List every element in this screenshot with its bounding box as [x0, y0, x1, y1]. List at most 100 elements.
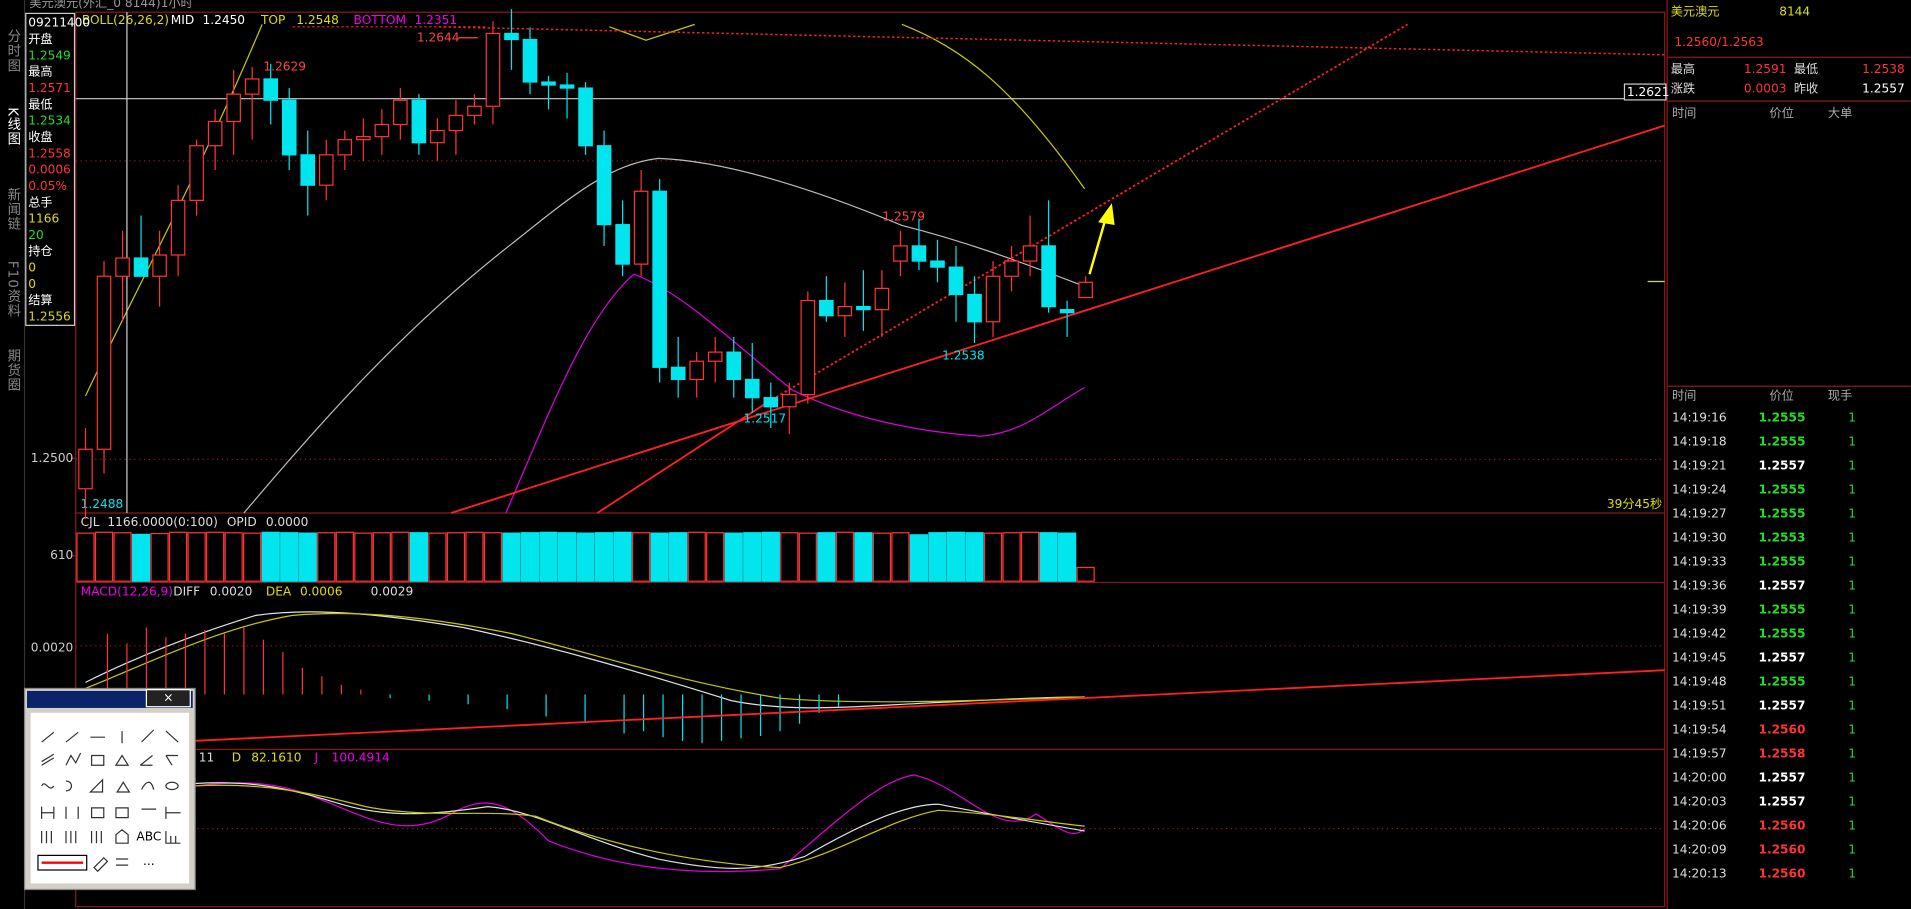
macd-hist-down	[389, 694, 840, 744]
trade-price: 1.2560	[1758, 723, 1805, 737]
candle-body	[226, 93, 241, 123]
candle-body	[281, 99, 297, 156]
volume-bar	[335, 531, 354, 582]
candle-body	[152, 254, 167, 277]
k-line	[195, 782, 1085, 869]
boll-value: 1.2548	[296, 13, 339, 27]
info-item: 1.2571	[28, 81, 71, 95]
opid-value: 0.0000	[266, 515, 309, 529]
candle-body	[411, 99, 427, 144]
price-tag-label: 1.2621	[1627, 85, 1670, 99]
info-item: 1.2534	[28, 114, 71, 128]
trade-time: 14:20:09	[1672, 843, 1727, 857]
volume-bar	[631, 532, 651, 582]
trade-qty: 1	[1848, 554, 1856, 568]
trend-line	[450, 124, 1665, 514]
field-label: 昨收	[1794, 81, 1818, 95]
candle-body	[819, 299, 834, 317]
trade-time: 14:19:51	[1672, 698, 1727, 712]
trade-qty: 1	[1848, 410, 1856, 424]
boll-label: BOTTOM	[354, 13, 406, 27]
candle-body	[911, 245, 927, 262]
info-item: 20	[28, 228, 44, 242]
dea-line	[85, 612, 1085, 703]
trade-qty: 1	[1848, 795, 1856, 809]
candle-body	[430, 129, 445, 144]
volume-bar	[372, 532, 391, 582]
macd-label: MACD(12,26,9)	[81, 585, 173, 599]
side-tab[interactable]: 期货圈	[4, 348, 21, 392]
candle-body	[207, 120, 223, 147]
candle-body	[115, 257, 130, 277]
opid-label: OPID	[227, 515, 257, 529]
volume-bar	[613, 531, 632, 582]
volume-bar	[928, 532, 947, 582]
toolbar-close[interactable]	[145, 689, 191, 708]
tool-icons[interactable]	[41, 729, 181, 873]
volume-bar	[280, 532, 299, 582]
side-tab[interactable]: 分时图	[4, 29, 21, 73]
volume-bar	[669, 532, 688, 582]
trade-qty: 1	[1848, 723, 1856, 737]
trade-qty: 1	[1848, 530, 1856, 544]
info-item: 最高	[28, 64, 52, 79]
field-value: 1.2538	[1862, 62, 1905, 76]
volume-bar	[817, 532, 836, 582]
side-tab[interactable]: K线图	[4, 107, 21, 146]
info-item: 09211400	[28, 16, 90, 30]
side-tab[interactable]: 新闻链	[4, 187, 21, 231]
volume-bar	[909, 534, 929, 582]
boll-label: MID	[171, 13, 194, 27]
more-tools[interactable]: ...	[143, 854, 155, 868]
candle-body	[652, 190, 667, 368]
volume-bar	[724, 532, 743, 582]
candle-body	[1059, 309, 1075, 314]
volume-bar	[113, 532, 132, 582]
info-item: 总手	[28, 195, 52, 209]
trade-price: 1.2557	[1758, 650, 1805, 664]
instrument-code: 8144	[1779, 5, 1810, 19]
candle-body	[189, 145, 204, 201]
boll-value: 1.2351	[414, 13, 457, 27]
price-annotation: 1.2538	[942, 348, 985, 362]
close-icon[interactable]: ×	[163, 691, 173, 705]
volume-bar	[1057, 532, 1077, 582]
info-item: 1.2558	[28, 146, 71, 160]
trade-time: 14:19:48	[1672, 674, 1727, 688]
candle-body	[781, 394, 797, 408]
candle-body	[78, 448, 93, 490]
trade-price: 1.2555	[1758, 506, 1805, 520]
indicators	[75, 12, 1665, 873]
trade-qty: 1	[1848, 867, 1856, 881]
volume-bar	[446, 532, 466, 582]
trade-price: 1.2557	[1758, 458, 1805, 472]
candle-body	[1078, 281, 1093, 299]
y-tick-label: 1.2500	[31, 451, 74, 465]
candle-body	[355, 136, 371, 141]
volume-bar	[1039, 532, 1058, 582]
volume-bar	[354, 532, 373, 582]
trade-time: 14:19:30	[1672, 530, 1727, 544]
trade-time: 14:20:00	[1672, 771, 1727, 785]
candle-body	[707, 351, 723, 362]
candle-body	[726, 351, 742, 381]
trade-price: 1.2555	[1758, 482, 1805, 496]
candle-body	[874, 287, 890, 311]
field-label: 涨跌	[1671, 80, 1695, 95]
volume-bar	[706, 532, 725, 582]
column-header: 现手	[1828, 389, 1852, 403]
text-tool[interactable]: ABC	[136, 830, 161, 844]
candle-body	[948, 266, 964, 296]
candle-body	[504, 32, 519, 41]
volume-bar	[761, 531, 780, 582]
trade-qty: 1	[1848, 843, 1856, 857]
candle-body	[522, 38, 538, 83]
trade-qty: 1	[1848, 674, 1856, 688]
volume-bar	[168, 531, 188, 582]
bid-ask: 1.2560/1.2563	[1674, 35, 1763, 49]
volume-bar	[187, 532, 206, 582]
side-tab[interactable]: F10资料	[4, 261, 21, 319]
info-item: 0.0006	[28, 163, 71, 177]
candle-body	[318, 154, 334, 186]
